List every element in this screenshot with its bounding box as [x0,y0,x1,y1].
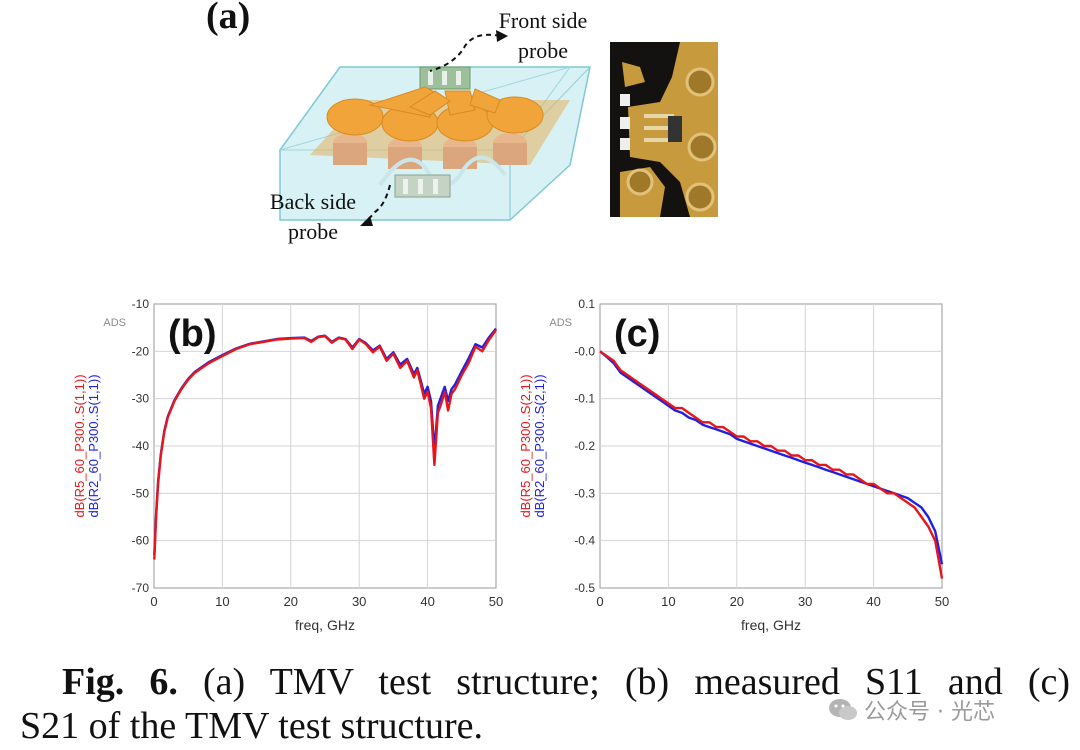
caption-line1: Fig. 6. (a) TMV test structure; (b) meas… [20,660,1070,704]
x-tick-label: 20 [730,594,744,609]
watermark-text: 公众号 · 光芯 [864,700,995,725]
back-probe-label: Back side probe [248,187,378,247]
x-tick-label: 50 [489,594,503,609]
caption-fig-label: Fig. 6. [62,661,178,703]
y-tick-label: -10 [132,297,150,311]
y-axis-label-red: dB(R5_60_P300..S(1,1)) [72,374,87,517]
y-axis-label-blue: dB(R2_60_P300..S(1,1)) [86,374,101,517]
series-line-blue [599,350,944,565]
x-tick-label: 30 [798,594,812,609]
y-tick-label: -0.4 [574,534,595,548]
caption-text-line1: (a) TMV test structure; (b) measured S11… [177,661,1070,703]
y-tick-label: 0.1 [578,297,595,311]
y-tick-label: -0.2 [574,439,595,453]
x-tick-label: 10 [661,594,675,609]
y-tick-label: -0.3 [574,486,595,500]
y-tick-label: -0.5 [574,581,595,595]
front-probe-line1: Front side [498,8,588,33]
x-tick-label: 50 [935,594,949,609]
series-line-red [153,329,497,560]
back-probe-line1: Back side [269,189,357,214]
y-tick-label: -60 [132,534,150,548]
front-probe-label: Front side probe [478,6,608,66]
wechat-icon [829,699,857,720]
x-tick-label: 10 [215,594,229,609]
x-tick-label: 0 [596,594,603,609]
chart-s11: 0 10 20 30 40 50 -10 -20 -30 -40 -50 -60 -70 ADS freq,… [72,297,503,633]
ads-tag: ADS [103,317,126,329]
tmv-micrograph [610,42,718,217]
watermark: 公众号 · 光芯 [828,694,995,726]
x-tick-label: 40 [866,594,880,609]
caption-line2: S21 of the TMV test structure. [20,705,483,747]
x-tick-label: 30 [352,594,366,609]
x-axis-label: freq, GHz [741,617,801,633]
y-tick-label: -20 [132,344,150,358]
panel-label-a: (a) [206,0,251,37]
x-tick-label: 40 [420,594,434,609]
y-tick-label: -0.0 [574,344,595,358]
back-probe-line2: probe [287,219,339,244]
y-axis-label-blue: dB(R2_60_P300..S(2,1)) [532,374,547,517]
x-tick-label: 0 [150,594,157,609]
y-axis-label-red: dB(R5_60_P300..S(2,1)) [518,374,533,517]
figure-caption: Fig. 6. (a) TMV test structure; (b) meas… [20,660,1070,748]
panel-label: (b) [168,313,217,355]
front-probe-arrow [429,30,508,72]
ads-tag: ADS [549,317,572,329]
y-tick-label: -70 [132,581,150,595]
back-probe-arrow [360,184,391,226]
tmv-3d-illustration [279,66,591,221]
y-tick-label: -40 [132,439,150,453]
y-tick-label: -0.1 [574,392,595,406]
series-line-red [599,350,944,579]
front-probe-line2: probe [517,38,569,63]
panel-label: (c) [614,313,660,355]
y-tick-label: -30 [132,392,150,406]
y-tick-label: -50 [132,486,150,500]
x-axis-label: freq, GHz [295,617,355,633]
chart-s21: 0 10 20 30 40 50 0.1 -0.0 -0.1 -0.2 -0.3 -0.4 -0.5 AD… [518,297,949,633]
x-tick-label: 20 [284,594,298,609]
